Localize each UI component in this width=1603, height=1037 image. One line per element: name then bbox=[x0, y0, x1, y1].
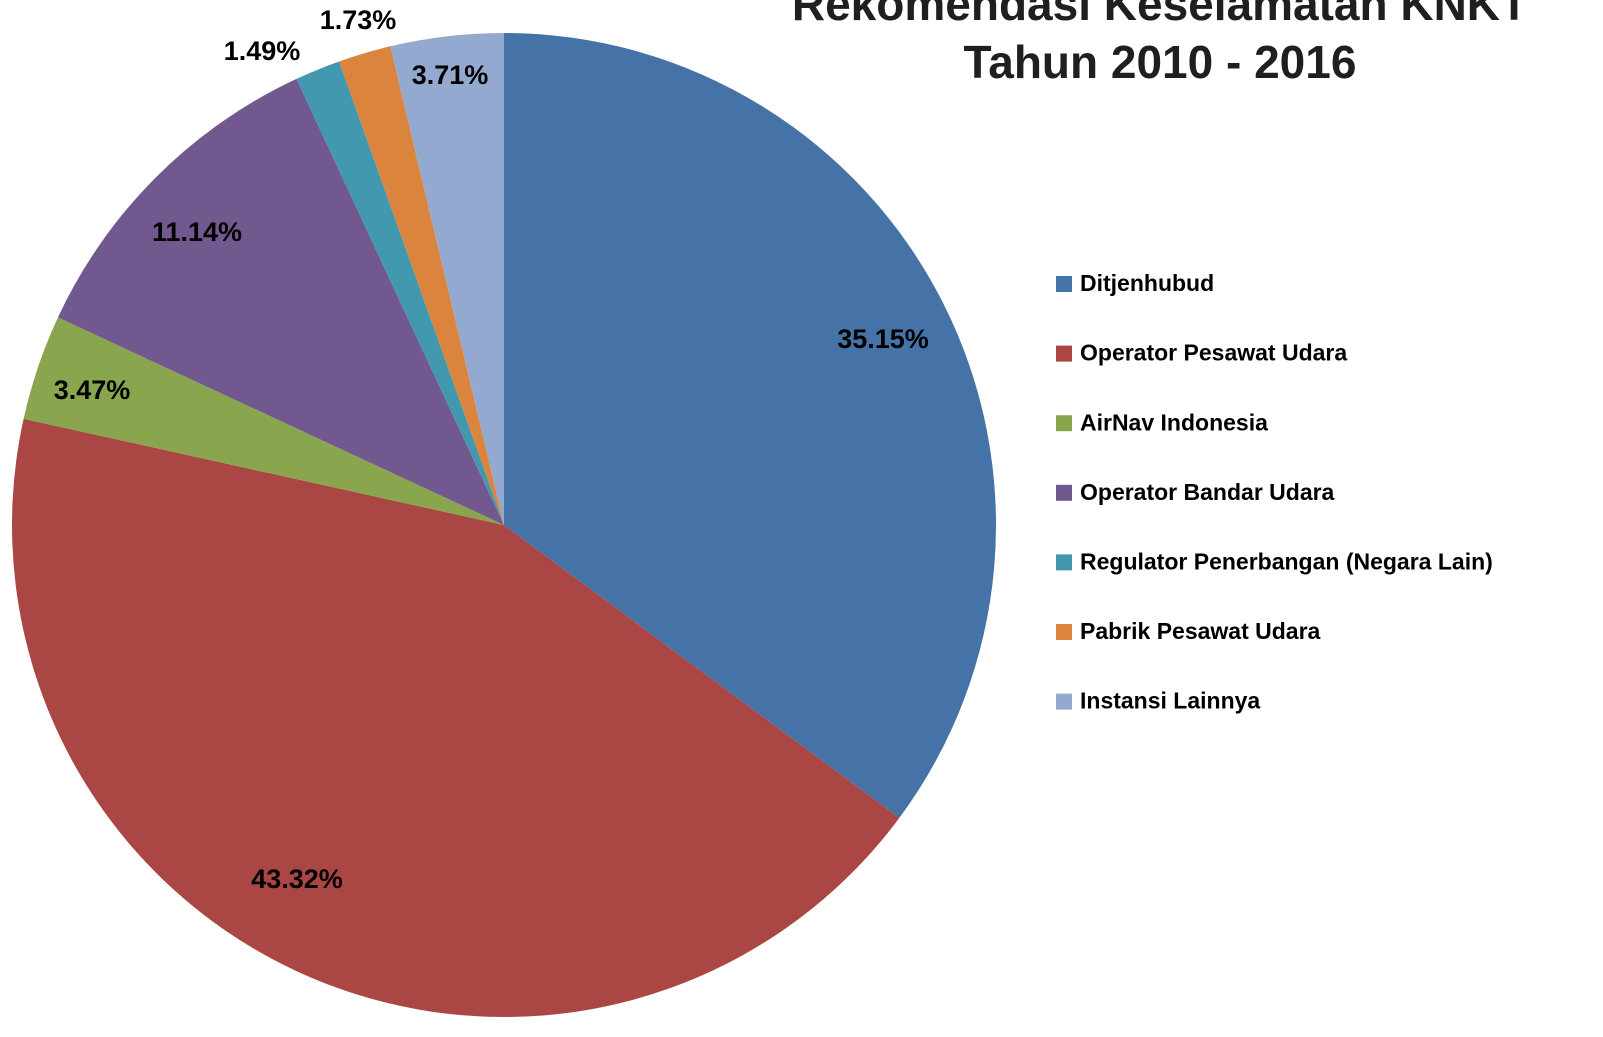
data-label: 3.47% bbox=[54, 375, 131, 405]
legend-label: Regulator Penerbangan (Negara Lain) bbox=[1080, 548, 1493, 574]
legend-swatch bbox=[1056, 276, 1072, 292]
chart-title: Tahun 2010 - 2016 bbox=[964, 36, 1357, 88]
legend-swatch bbox=[1056, 554, 1072, 571]
data-label: 1.49% bbox=[224, 36, 301, 66]
legend-swatch bbox=[1056, 484, 1072, 501]
pie-slice bbox=[296, 61, 504, 526]
legend-swatch bbox=[1056, 693, 1072, 710]
legend-label: AirNav Indonesia bbox=[1080, 409, 1268, 435]
pie-slice bbox=[504, 33, 996, 818]
data-label: 1.73% bbox=[320, 5, 397, 35]
legend-label: Operator Pesawat Udara bbox=[1080, 340, 1347, 366]
chart-title: Rekomendasi Keselamatan KNKT bbox=[792, 0, 1528, 30]
legend-swatch bbox=[1056, 415, 1072, 432]
pie-slice bbox=[57, 78, 504, 525]
legend-label: Pabrik Pesawat Udara bbox=[1080, 618, 1321, 644]
pie-slice bbox=[390, 33, 504, 525]
data-label: 11.14% bbox=[152, 217, 242, 247]
data-label: 43.32% bbox=[251, 864, 343, 894]
pie-slice bbox=[12, 418, 900, 1017]
pie-slice bbox=[339, 46, 504, 525]
legend-swatch bbox=[1056, 345, 1072, 362]
legend-label: Instansi Lainnya bbox=[1080, 688, 1260, 714]
legend-label: Operator Bandar Udara bbox=[1080, 479, 1335, 505]
pie-slice bbox=[23, 317, 505, 525]
legend-swatch bbox=[1056, 624, 1072, 640]
legend-label: Ditjenhubud bbox=[1080, 270, 1214, 296]
data-label: 3.71% bbox=[412, 60, 489, 90]
data-label: 35.15% bbox=[837, 324, 929, 354]
